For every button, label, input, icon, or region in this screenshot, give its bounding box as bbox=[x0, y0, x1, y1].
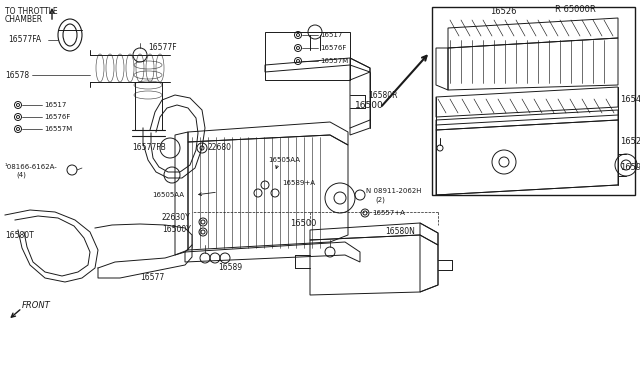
Text: 16577F: 16577F bbox=[148, 42, 177, 51]
Text: 16517: 16517 bbox=[44, 102, 67, 108]
Text: (2): (2) bbox=[375, 197, 385, 203]
Text: TO THROTTLE: TO THROTTLE bbox=[5, 7, 58, 16]
Text: 16577FB: 16577FB bbox=[132, 144, 166, 153]
Text: 16505AA: 16505AA bbox=[152, 192, 184, 198]
Text: 16517: 16517 bbox=[320, 32, 342, 38]
Text: 16505AA: 16505AA bbox=[268, 157, 300, 163]
Text: 16557M: 16557M bbox=[44, 126, 72, 132]
Text: 16580N: 16580N bbox=[385, 228, 415, 237]
Text: 16577: 16577 bbox=[140, 273, 164, 282]
Text: 16578: 16578 bbox=[5, 71, 29, 80]
Text: R 65000R: R 65000R bbox=[555, 6, 596, 15]
Text: 16526: 16526 bbox=[490, 7, 516, 16]
Text: 16500: 16500 bbox=[290, 218, 316, 228]
Bar bbox=[432, 7, 635, 195]
Text: 22630Y: 22630Y bbox=[162, 214, 191, 222]
Bar bbox=[265, 32, 350, 80]
Text: 16546: 16546 bbox=[620, 96, 640, 105]
Text: 16580T: 16580T bbox=[5, 231, 34, 240]
Text: 16500Y: 16500Y bbox=[162, 224, 191, 234]
Text: 16577FA: 16577FA bbox=[8, 35, 41, 45]
Text: (4): (4) bbox=[16, 172, 26, 178]
Text: 16589+A: 16589+A bbox=[282, 180, 315, 186]
Text: 22680: 22680 bbox=[208, 144, 232, 153]
Text: 16580R: 16580R bbox=[368, 90, 397, 99]
Text: FRONT: FRONT bbox=[22, 301, 51, 310]
Text: N 08911-2062H: N 08911-2062H bbox=[366, 188, 422, 194]
Text: 16576F: 16576F bbox=[320, 45, 346, 51]
Text: CHAMBER: CHAMBER bbox=[5, 16, 43, 25]
Text: ¹08166-6162A-: ¹08166-6162A- bbox=[5, 164, 58, 170]
Text: 16557+A: 16557+A bbox=[372, 210, 405, 216]
Text: 16528: 16528 bbox=[620, 138, 640, 147]
Text: 16576F: 16576F bbox=[44, 114, 70, 120]
Text: 16598: 16598 bbox=[620, 164, 640, 173]
Text: 16557M: 16557M bbox=[320, 58, 348, 64]
Text: 16589: 16589 bbox=[218, 263, 242, 272]
Text: 16500: 16500 bbox=[355, 100, 384, 109]
